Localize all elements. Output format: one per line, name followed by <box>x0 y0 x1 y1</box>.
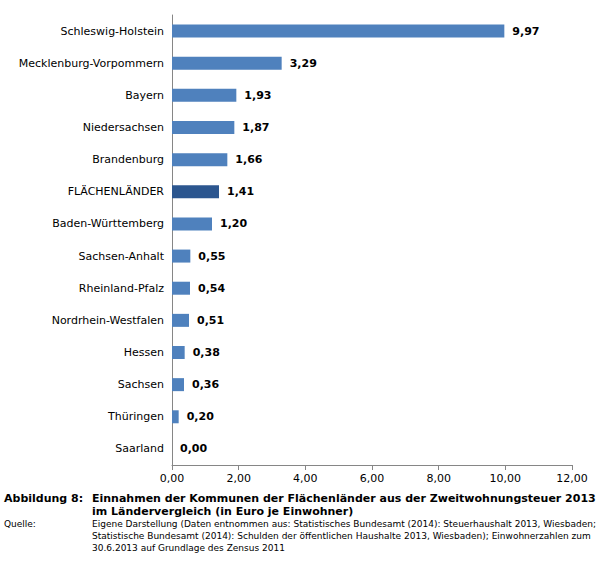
svg-text:0,51: 0,51 <box>197 314 224 327</box>
svg-text:1,20: 1,20 <box>220 217 247 230</box>
svg-text:0,36: 0,36 <box>192 378 219 391</box>
html-text:Einnahmen der Kommunen der Flä: Einnahmen der Kommunen der Flächenländer… <box>92 492 596 518</box>
svg-text:6,00: 6,00 <box>360 472 385 485</box>
svg-text:4,00: 4,00 <box>293 472 318 485</box>
svg-text:Rheinland-Pfalz: Rheinland-Pfalz <box>79 282 164 295</box>
html-text:Quelle:: Quelle: <box>4 519 36 529</box>
svg-text:0,20: 0,20 <box>187 410 214 423</box>
svg-text:0,54: 0,54 <box>198 282 225 295</box>
svg-text:Bayern: Bayern <box>125 89 164 102</box>
svg-text:0,00: 0,00 <box>180 442 207 455</box>
svg-text:2,00: 2,00 <box>226 472 251 485</box>
svg-text:Niedersachsen: Niedersachsen <box>83 121 164 134</box>
svg-text:8,00: 8,00 <box>426 472 451 485</box>
svg-text:Brandenburg: Brandenburg <box>92 153 164 166</box>
svg-text:3,29: 3,29 <box>290 57 317 70</box>
svg-text:0,55: 0,55 <box>198 250 225 263</box>
svg-text:Sachsen: Sachsen <box>118 378 164 391</box>
svg-text:1,66: 1,66 <box>235 153 262 166</box>
svg-text:12,00: 12,00 <box>556 472 588 485</box>
svg-text:Thüringen: Thüringen <box>107 410 164 423</box>
svg-text:1,87: 1,87 <box>242 121 269 134</box>
svg-text:Schleswig-Holstein: Schleswig-Holstein <box>61 25 164 38</box>
svg-text:1,93: 1,93 <box>244 89 271 102</box>
svg-text:1,41: 1,41 <box>227 185 254 198</box>
svg-text:10,00: 10,00 <box>490 472 522 485</box>
svg-text:Hessen: Hessen <box>124 346 164 359</box>
svg-text:FLÄCHENLÄNDER: FLÄCHENLÄNDER <box>68 185 165 198</box>
svg-text:Sachsen-Anhalt: Sachsen-Anhalt <box>78 250 164 263</box>
svg-text:0,38: 0,38 <box>193 346 220 359</box>
svg-text:Saarland: Saarland <box>115 442 164 455</box>
svg-text:0,00: 0,00 <box>160 472 185 485</box>
svg-text:Nordrhein-Westfalen: Nordrhein-Westfalen <box>52 314 164 327</box>
svg-text:9,97: 9,97 <box>512 25 539 38</box>
svg-text:Mecklenburg-Vorpommern: Mecklenburg-Vorpommern <box>19 57 164 70</box>
html-text:Abbildung 8:: Abbildung 8: <box>4 492 84 505</box>
html-text:Eigene Darstellung (Daten entn: Eigene Darstellung (Daten entnommen aus:… <box>92 519 596 553</box>
svg-text:Baden-Württemberg: Baden-Württemberg <box>52 217 164 230</box>
